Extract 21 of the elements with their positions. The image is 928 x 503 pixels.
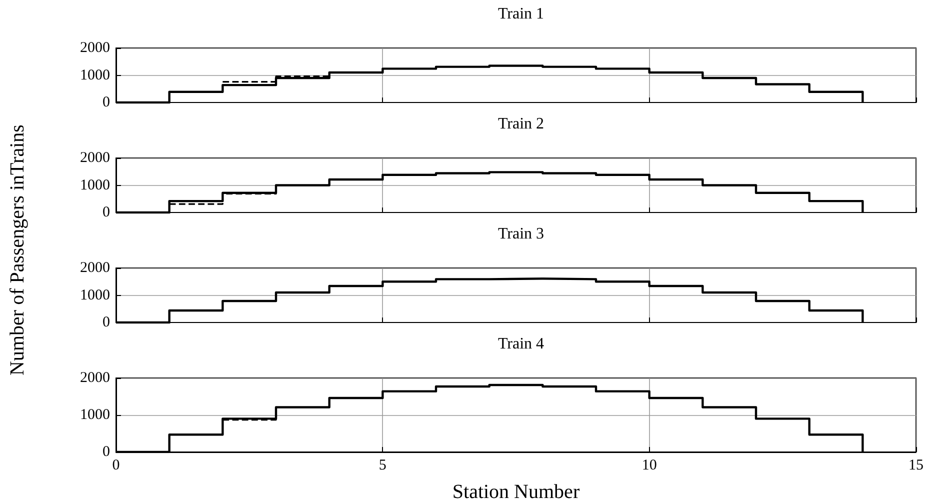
chart-title: Train 1 <box>498 6 544 22</box>
y-tick-label: 1000 <box>80 67 110 84</box>
y-tick-label: 2000 <box>80 40 110 56</box>
y-tick-label: 1000 <box>80 287 110 304</box>
y-tick-label: 2000 <box>80 150 110 166</box>
chart-title: Train 3 <box>498 226 544 242</box>
x-tick-label: 10 <box>642 458 657 474</box>
y-tick-label: 0 <box>102 314 110 330</box>
x-axis-title: Station Number <box>452 481 580 503</box>
y-axis-title: Number of Passengers inTrains <box>6 124 30 376</box>
y-tick-label: 1000 <box>80 177 110 194</box>
y-tick-label: 0 <box>102 204 110 220</box>
y-tick-label: 2000 <box>80 260 110 276</box>
y-tick-label: 2000 <box>80 370 110 386</box>
y-tick-label: 0 <box>102 94 110 110</box>
x-tick-label: 15 <box>908 458 924 474</box>
chart-title: Train 4 <box>498 336 544 352</box>
y-tick-label: 1000 <box>80 407 110 423</box>
y-tick-label: 0 <box>102 444 110 460</box>
x-tick-label: 5 <box>378 458 386 474</box>
chart-title: Train 2 <box>498 116 544 132</box>
